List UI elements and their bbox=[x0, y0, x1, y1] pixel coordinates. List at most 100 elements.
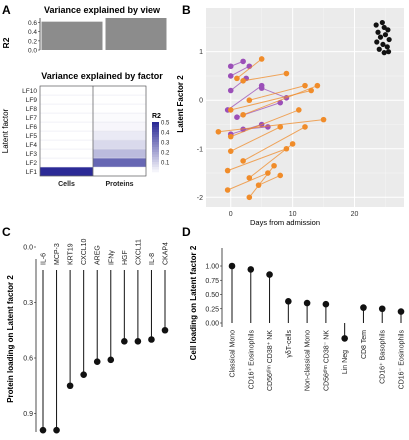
heatmap-cell bbox=[39, 94, 94, 105]
trajectory-line bbox=[236, 58, 262, 79]
panel-b-scatter: Latent Factor 2 Days from admission -2 -1… bbox=[176, 8, 404, 227]
legend-gradient-step bbox=[152, 122, 159, 125]
y-tick-label: 0.25 bbox=[205, 306, 219, 313]
bar bbox=[41, 21, 103, 50]
category-label: AREG bbox=[95, 245, 102, 265]
y-axis-label: Protein loading on Latent factor 2 bbox=[6, 275, 15, 403]
data-point bbox=[289, 141, 296, 147]
data-point bbox=[258, 85, 265, 91]
y-tick-label: 0.3 bbox=[23, 300, 33, 307]
column-label: Proteins bbox=[105, 181, 133, 188]
lollipop-head bbox=[303, 299, 311, 307]
category-label: CD16⁻ Eosinophils bbox=[399, 330, 406, 390]
data-point bbox=[240, 58, 246, 65]
category-label: CD56ᵈⁱᵐ CD38⁻ NK bbox=[322, 330, 330, 391]
category-label: IL-8 bbox=[149, 253, 156, 265]
panel-a-bar-chart: Variance explained by view R2 0.0 0.2 0.4 0… bbox=[1, 5, 167, 55]
data-point bbox=[382, 32, 389, 38]
y-tick-label: 0.4 bbox=[28, 29, 37, 36]
column-label: Cells bbox=[58, 181, 75, 188]
lollipop-head bbox=[378, 305, 386, 313]
trajectory-line bbox=[258, 174, 281, 186]
heatmap-cell bbox=[92, 139, 147, 150]
row-label: LF2 bbox=[26, 160, 38, 167]
data-point bbox=[265, 124, 271, 130]
panel-label-c: C bbox=[2, 225, 11, 239]
data-point bbox=[265, 170, 271, 176]
category-label: MCP-3 bbox=[54, 243, 61, 265]
category-label: CD16⁺ Eosinophils bbox=[248, 330, 255, 390]
heatmap-cell bbox=[92, 85, 147, 96]
data-point bbox=[240, 158, 246, 164]
heatmap-cell bbox=[39, 166, 94, 177]
data-point bbox=[227, 73, 234, 79]
heatmap-cell bbox=[92, 112, 147, 123]
heatmap-cell bbox=[39, 157, 94, 168]
legend-gradient-step bbox=[152, 162, 159, 165]
data-point bbox=[302, 124, 308, 130]
panel-label-a: A bbox=[2, 3, 11, 17]
data-point bbox=[215, 128, 222, 135]
data-point bbox=[246, 97, 253, 104]
lollipop-head bbox=[93, 358, 101, 366]
data-point bbox=[271, 162, 277, 169]
lollipop-head bbox=[397, 308, 405, 315]
heatmap-cell bbox=[92, 166, 147, 177]
chart-title: Variance explained by factor bbox=[41, 71, 163, 81]
row-label: LF6 bbox=[26, 124, 38, 131]
lollipop-head bbox=[266, 271, 273, 278]
data-point bbox=[240, 78, 246, 84]
category-label: CD16⁺ Basophils bbox=[380, 330, 387, 384]
y-tick-label: 1.00 bbox=[205, 264, 219, 271]
lollipop-head bbox=[39, 426, 47, 434]
heatmap-cell bbox=[39, 121, 94, 132]
data-point bbox=[302, 82, 308, 89]
y-tick-label: -1 bbox=[197, 146, 203, 153]
row-label: LF7 bbox=[26, 115, 38, 122]
row-label: LF8 bbox=[26, 106, 38, 113]
heatmap-cell bbox=[39, 148, 94, 159]
lollipop-head bbox=[53, 426, 60, 434]
trajectory-line bbox=[230, 90, 312, 111]
lollipop-head bbox=[148, 336, 155, 343]
trajectory-line bbox=[227, 85, 262, 111]
heatmap-cell bbox=[92, 148, 147, 159]
legend-tick-label: 0.3 bbox=[161, 141, 170, 147]
x-tick-label: 20 bbox=[351, 211, 359, 218]
data-point bbox=[227, 87, 234, 94]
lollipop-head bbox=[107, 356, 115, 364]
lollipop-head bbox=[285, 298, 292, 305]
legend-gradient-step bbox=[152, 129, 159, 133]
category-label: Classical Mono bbox=[230, 330, 237, 378]
data-point bbox=[381, 50, 387, 56]
data-point bbox=[385, 27, 391, 33]
legend-gradient-step bbox=[152, 154, 159, 158]
data-point bbox=[224, 187, 231, 193]
data-point bbox=[240, 111, 246, 118]
y-tick-label: 0.0 bbox=[28, 48, 37, 55]
trajectory-line bbox=[218, 119, 324, 133]
data-point bbox=[376, 46, 382, 52]
y-tick-label: 0.75 bbox=[205, 278, 219, 285]
plot-background bbox=[206, 8, 404, 207]
panel-d-lollipop: Cell loading on Latent factor 2 0.00 0.25… bbox=[189, 245, 406, 391]
data-point bbox=[314, 82, 321, 89]
data-point bbox=[234, 75, 240, 82]
panel-c-lollipop: Protein loading on Latent factor 2 0.0 0.… bbox=[6, 238, 170, 434]
legend-gradient-step bbox=[152, 149, 159, 153]
heatmap-cell bbox=[92, 121, 147, 132]
legend-tick-label: 0.1 bbox=[161, 161, 170, 167]
legend-gradient-step bbox=[152, 142, 159, 145]
category-label: HGF bbox=[122, 250, 129, 265]
legend-tick-label: 0.5 bbox=[161, 121, 170, 127]
legend-title: R2 bbox=[152, 113, 161, 120]
heatmap-cell bbox=[39, 103, 94, 114]
data-point bbox=[375, 29, 381, 35]
data-point bbox=[374, 39, 380, 45]
lollipop-head bbox=[80, 371, 87, 378]
row-label: LF10 bbox=[22, 88, 37, 95]
y-tick-label: 0 bbox=[199, 98, 203, 105]
legend-tick-label: 0.2 bbox=[161, 151, 170, 157]
heatmap-cell bbox=[92, 130, 147, 141]
lollipop-head bbox=[341, 335, 348, 342]
